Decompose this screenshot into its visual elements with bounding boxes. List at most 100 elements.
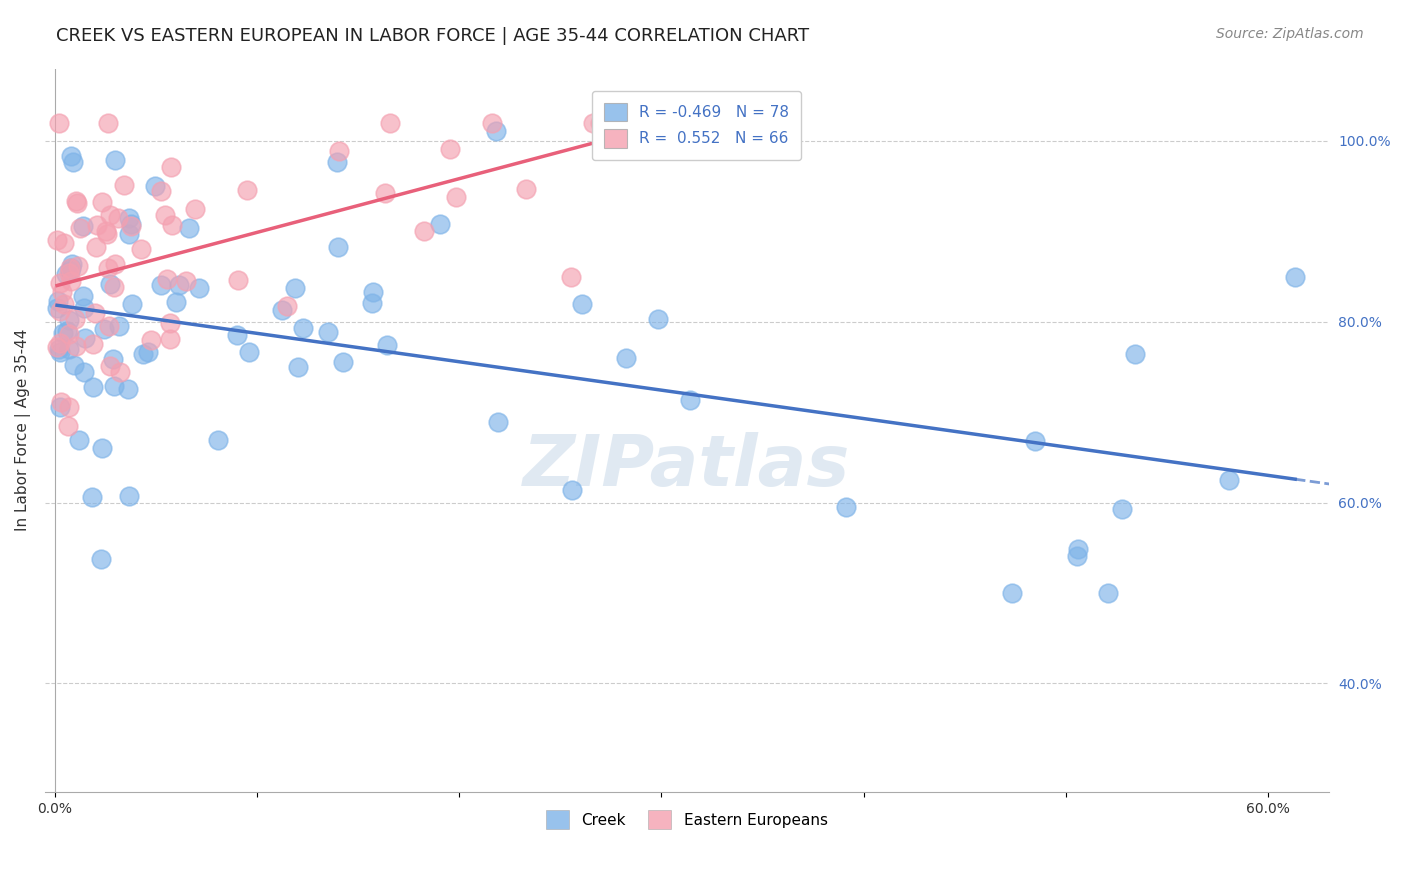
Point xyxy=(183,202,205,216)
Point xyxy=(485,124,508,138)
Point xyxy=(375,338,398,352)
Point xyxy=(49,394,72,409)
Y-axis label: In Labor Force | Age 35-44: In Labor Force | Age 35-44 xyxy=(15,329,31,532)
Point xyxy=(361,285,384,300)
Point xyxy=(67,259,90,273)
Point xyxy=(98,318,121,333)
Point xyxy=(55,267,77,281)
Point xyxy=(52,326,75,341)
Point xyxy=(588,116,610,130)
Point xyxy=(292,321,315,335)
Point xyxy=(58,313,80,327)
Point xyxy=(835,500,858,514)
Point xyxy=(56,324,79,338)
Point xyxy=(58,400,80,414)
Point xyxy=(188,281,211,295)
Point xyxy=(326,155,349,169)
Point xyxy=(103,379,125,393)
Point xyxy=(118,211,141,226)
Point xyxy=(82,380,104,394)
Point xyxy=(598,116,620,130)
Point xyxy=(439,143,461,157)
Text: ZIPatlas: ZIPatlas xyxy=(523,432,851,501)
Point xyxy=(107,211,129,225)
Point xyxy=(46,293,69,308)
Point xyxy=(56,419,79,434)
Point xyxy=(52,297,75,311)
Point xyxy=(429,217,451,231)
Point xyxy=(90,551,112,566)
Point xyxy=(139,333,162,347)
Point xyxy=(46,233,69,247)
Point xyxy=(1067,542,1090,557)
Point xyxy=(97,116,120,130)
Point xyxy=(150,184,173,198)
Legend: Creek, Eastern Europeans: Creek, Eastern Europeans xyxy=(540,804,834,835)
Point xyxy=(63,311,86,326)
Point xyxy=(413,224,436,238)
Point xyxy=(287,359,309,374)
Point xyxy=(174,274,197,288)
Point xyxy=(117,382,139,396)
Point xyxy=(49,335,72,350)
Point xyxy=(58,326,80,341)
Point xyxy=(374,186,396,200)
Point xyxy=(1111,502,1133,516)
Point xyxy=(361,296,384,310)
Point xyxy=(143,178,166,193)
Point xyxy=(58,266,80,280)
Point xyxy=(60,149,83,163)
Point xyxy=(104,153,127,167)
Point xyxy=(65,194,87,208)
Point xyxy=(72,219,94,233)
Point xyxy=(165,295,187,310)
Point xyxy=(560,270,582,285)
Point xyxy=(112,178,135,193)
Point xyxy=(82,336,104,351)
Point xyxy=(65,339,87,353)
Point xyxy=(159,317,181,331)
Point xyxy=(98,208,121,222)
Point xyxy=(58,342,80,356)
Point xyxy=(108,318,131,333)
Point xyxy=(1001,586,1024,600)
Point xyxy=(72,289,94,303)
Point xyxy=(84,306,107,320)
Point xyxy=(571,297,593,311)
Point xyxy=(69,220,91,235)
Point xyxy=(67,433,90,447)
Point xyxy=(118,227,141,241)
Point xyxy=(226,328,249,343)
Point xyxy=(481,116,503,130)
Point xyxy=(94,224,117,238)
Point xyxy=(129,242,152,256)
Point xyxy=(328,240,350,254)
Point xyxy=(90,441,112,455)
Point xyxy=(97,260,120,275)
Point xyxy=(284,280,307,294)
Text: Source: ZipAtlas.com: Source: ZipAtlas.com xyxy=(1216,27,1364,41)
Point xyxy=(228,273,250,287)
Point xyxy=(1066,549,1088,563)
Point xyxy=(169,278,191,293)
Point xyxy=(1123,346,1146,360)
Point xyxy=(59,274,82,288)
Point xyxy=(96,227,118,241)
Point xyxy=(270,303,292,318)
Point xyxy=(73,301,96,316)
Point xyxy=(46,340,69,354)
Point xyxy=(49,304,72,318)
Point xyxy=(515,182,537,196)
Point xyxy=(93,322,115,336)
Point xyxy=(616,351,638,365)
Point xyxy=(444,190,467,204)
Point xyxy=(328,144,350,158)
Point xyxy=(98,359,121,373)
Point xyxy=(136,345,159,359)
Point xyxy=(48,116,70,130)
Point xyxy=(91,195,114,210)
Point xyxy=(52,236,75,251)
Text: CREEK VS EASTERN EUROPEAN IN LABOR FORCE | AGE 35-44 CORRELATION CHART: CREEK VS EASTERN EUROPEAN IN LABOR FORCE… xyxy=(56,27,810,45)
Point xyxy=(80,490,103,504)
Point xyxy=(73,365,96,379)
